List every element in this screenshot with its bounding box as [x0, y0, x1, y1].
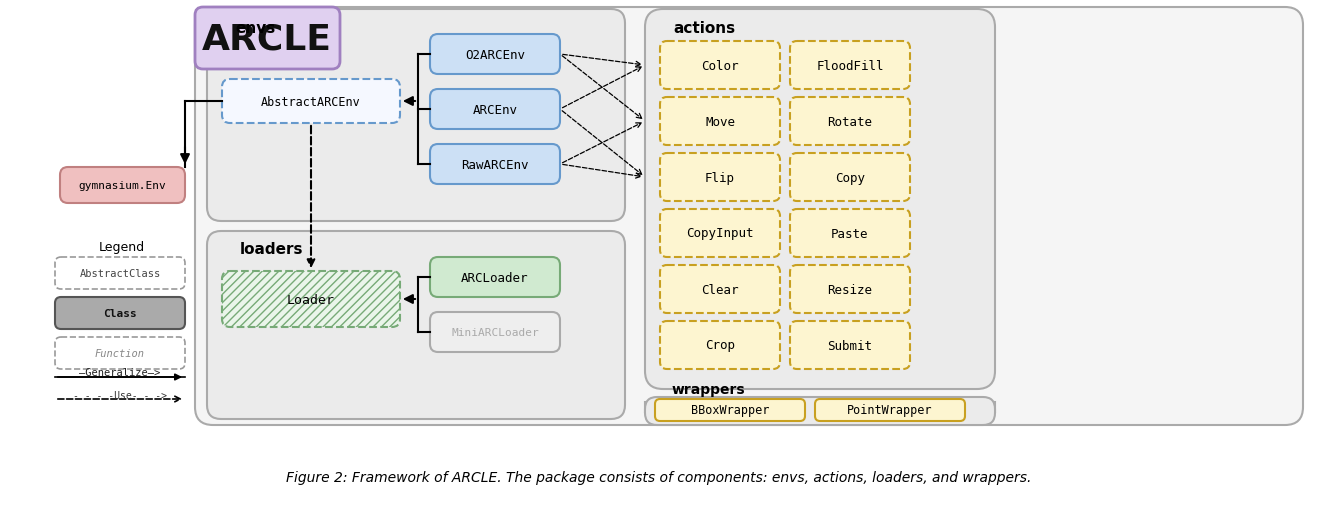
Text: Rotate: Rotate: [828, 115, 873, 128]
Text: Legend: Legend: [99, 241, 145, 254]
Text: Paste: Paste: [832, 227, 869, 240]
Text: AbstractARCEnv: AbstractARCEnv: [261, 95, 361, 108]
FancyBboxPatch shape: [789, 42, 909, 90]
Text: AbstractClass: AbstractClass: [79, 269, 161, 278]
FancyBboxPatch shape: [207, 10, 625, 222]
FancyBboxPatch shape: [430, 35, 560, 75]
FancyBboxPatch shape: [207, 231, 625, 419]
Text: MiniARCLoader: MiniARCLoader: [451, 327, 539, 337]
Text: FloodFill: FloodFill: [816, 60, 884, 72]
FancyBboxPatch shape: [660, 154, 780, 201]
Text: BBoxWrapper: BBoxWrapper: [691, 403, 770, 417]
Text: PointWrapper: PointWrapper: [847, 403, 933, 417]
FancyBboxPatch shape: [55, 258, 185, 289]
FancyBboxPatch shape: [430, 258, 560, 297]
Text: Flip: Flip: [705, 171, 735, 184]
Text: Crop: Crop: [705, 339, 735, 352]
Text: actions: actions: [673, 21, 735, 35]
FancyBboxPatch shape: [660, 210, 780, 258]
FancyBboxPatch shape: [660, 266, 780, 314]
FancyBboxPatch shape: [789, 98, 909, 146]
FancyBboxPatch shape: [789, 321, 909, 369]
Text: Figure 2: Framework of ARCLE. The package consists of components: envs, actions,: Figure 2: Framework of ARCLE. The packag…: [286, 470, 1032, 484]
Text: gymnasium.Env: gymnasium.Env: [78, 181, 166, 190]
FancyBboxPatch shape: [55, 337, 185, 369]
FancyBboxPatch shape: [195, 8, 340, 70]
Text: CopyInput: CopyInput: [687, 227, 754, 240]
FancyBboxPatch shape: [645, 397, 995, 425]
FancyBboxPatch shape: [815, 399, 965, 421]
FancyBboxPatch shape: [430, 145, 560, 185]
FancyBboxPatch shape: [430, 313, 560, 352]
FancyBboxPatch shape: [645, 399, 995, 415]
Text: Move: Move: [705, 115, 735, 128]
FancyBboxPatch shape: [221, 272, 399, 327]
Text: Function: Function: [95, 348, 145, 358]
FancyBboxPatch shape: [195, 8, 1304, 425]
FancyBboxPatch shape: [221, 80, 399, 124]
Text: Loader: Loader: [287, 293, 335, 306]
FancyBboxPatch shape: [789, 210, 909, 258]
Text: O2ARCEnv: O2ARCEnv: [465, 48, 525, 62]
Text: - - - -Use- - ->: - - - -Use- - ->: [72, 390, 167, 400]
Text: envs: envs: [235, 21, 275, 35]
FancyBboxPatch shape: [645, 10, 995, 389]
Text: loaders: loaders: [240, 242, 303, 257]
Text: Submit: Submit: [828, 339, 873, 352]
Text: ARCLE: ARCLE: [202, 22, 332, 56]
FancyBboxPatch shape: [61, 168, 185, 204]
Text: —Generalize—>: —Generalize—>: [79, 367, 161, 377]
Text: RawARCEnv: RawARCEnv: [461, 158, 529, 171]
Text: ARCEnv: ARCEnv: [472, 104, 518, 116]
Text: Clear: Clear: [701, 283, 739, 296]
FancyBboxPatch shape: [430, 90, 560, 130]
FancyBboxPatch shape: [660, 321, 780, 369]
Text: Class: Class: [103, 309, 137, 318]
Text: ARCLoader: ARCLoader: [461, 271, 529, 284]
FancyBboxPatch shape: [660, 42, 780, 90]
FancyBboxPatch shape: [660, 98, 780, 146]
FancyBboxPatch shape: [789, 266, 909, 314]
Text: Color: Color: [701, 60, 739, 72]
FancyBboxPatch shape: [789, 154, 909, 201]
Text: wrappers: wrappers: [672, 382, 746, 396]
FancyBboxPatch shape: [55, 297, 185, 329]
Text: Copy: Copy: [836, 171, 865, 184]
Text: Resize: Resize: [828, 283, 873, 296]
FancyBboxPatch shape: [655, 399, 805, 421]
